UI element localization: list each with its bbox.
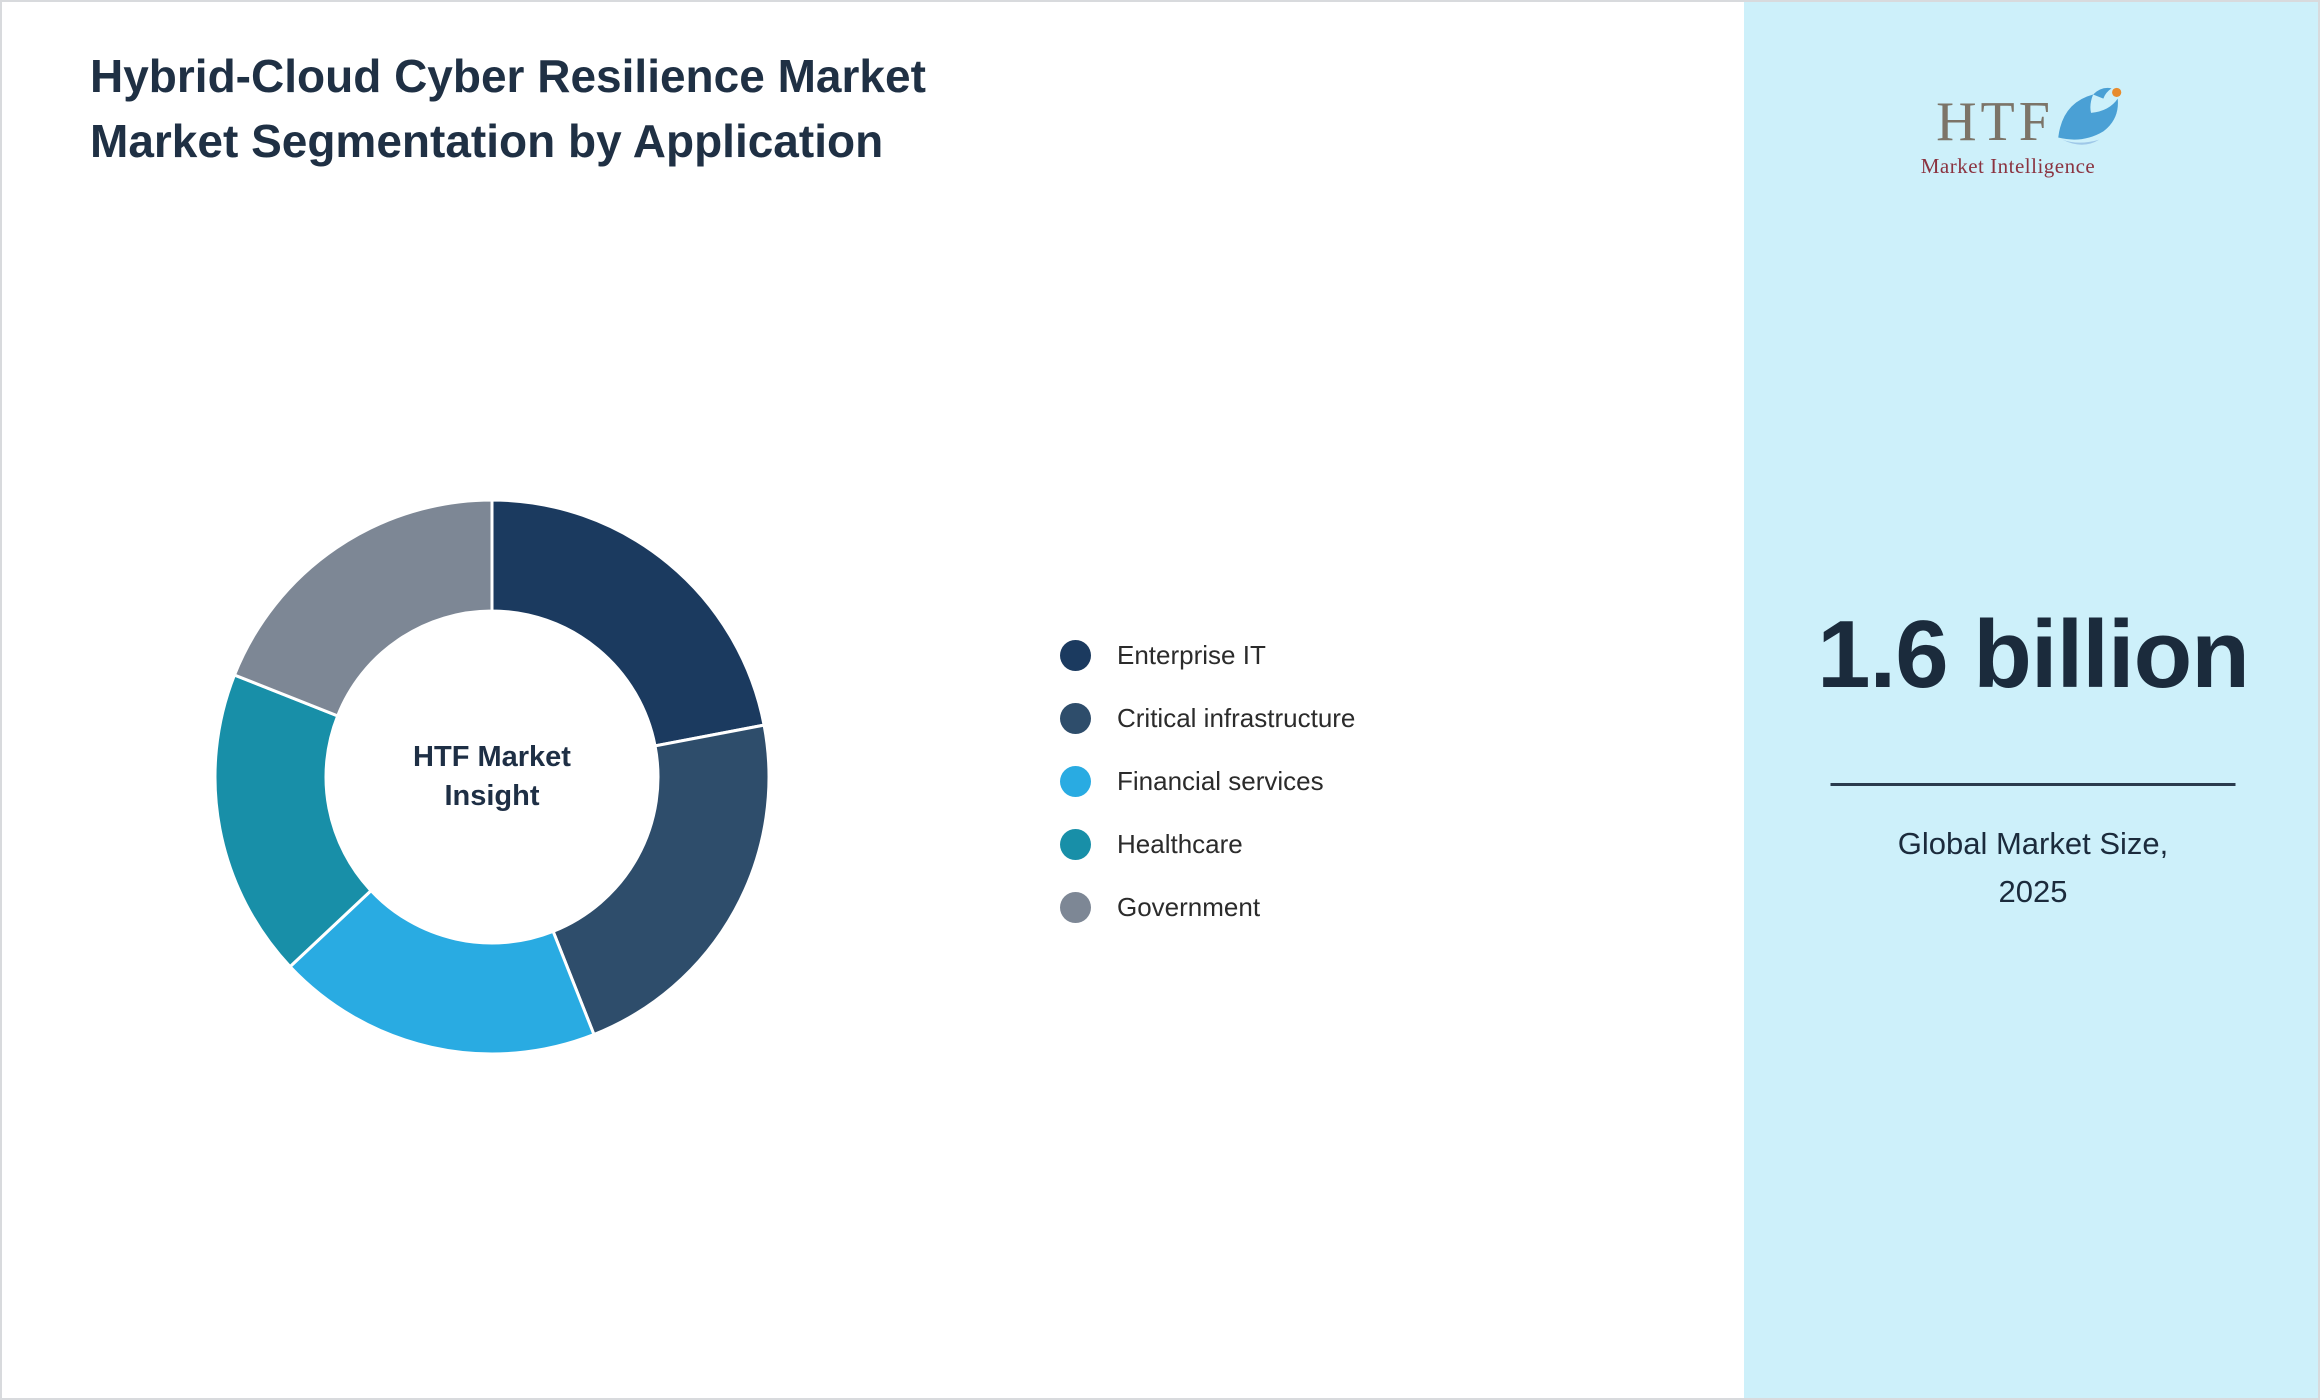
market-size-value: 1.6 billion <box>1817 601 2250 708</box>
legend-swatch-icon <box>1060 766 1091 797</box>
market-size-label-line1: Global Market Size, <box>1897 826 2169 861</box>
donut-segment-government <box>232 498 494 718</box>
donut-chart: HTF Market Insight <box>202 487 782 1067</box>
legend-label: Critical infrastructure <box>1117 703 1356 733</box>
chart-legend: Enterprise IT Critical infrastructure Fina… <box>1060 624 1355 939</box>
legend-item: Critical infrastructure <box>1060 687 1355 750</box>
legend-item: Government <box>1060 876 1355 939</box>
legend-label: Financial services <box>1117 766 1324 796</box>
dolphin-icon <box>2058 87 2122 145</box>
legend-swatch-icon <box>1060 703 1091 734</box>
legend-swatch-icon <box>1060 640 1091 671</box>
legend-item: Financial services <box>1060 750 1355 813</box>
legend-label: Enterprise IT <box>1117 640 1266 670</box>
page-title: Hybrid-Cloud Cyber Resilience Market Mar… <box>90 50 926 168</box>
donut-segment-enterprise-it <box>490 498 766 748</box>
market-size-label: Global Market Size, 2025 <box>1744 820 2318 916</box>
company-logo: HTF Market Intelligence <box>1744 84 2318 179</box>
divider-line <box>1830 783 2236 786</box>
legend-item: Healthcare <box>1060 813 1355 876</box>
donut-segment-critical-infrastructure <box>551 723 771 1037</box>
donut-segment-healthcare <box>213 673 374 969</box>
logo-row: HTF <box>1936 84 2130 150</box>
logo-subtext: Market Intelligence <box>1920 154 2096 178</box>
logo-text: HTF <box>1936 91 2054 153</box>
donut-center-label: HTF Market Insight <box>413 740 571 812</box>
market-size-label-line2: 2025 <box>1998 874 2068 910</box>
legend-label: Government <box>1117 892 1261 922</box>
donut-chart-svg <box>213 498 771 1056</box>
legend-item: Enterprise IT <box>1060 624 1355 687</box>
legend-label: Healthcare <box>1117 829 1243 859</box>
legend-swatch-icon <box>1060 829 1091 860</box>
donut-segment-financial-services <box>287 888 596 1056</box>
right-panel: HTF Market Intelligence 1.6 billion Glob… <box>1744 2 2318 1398</box>
legend-swatch-icon <box>1060 892 1091 923</box>
